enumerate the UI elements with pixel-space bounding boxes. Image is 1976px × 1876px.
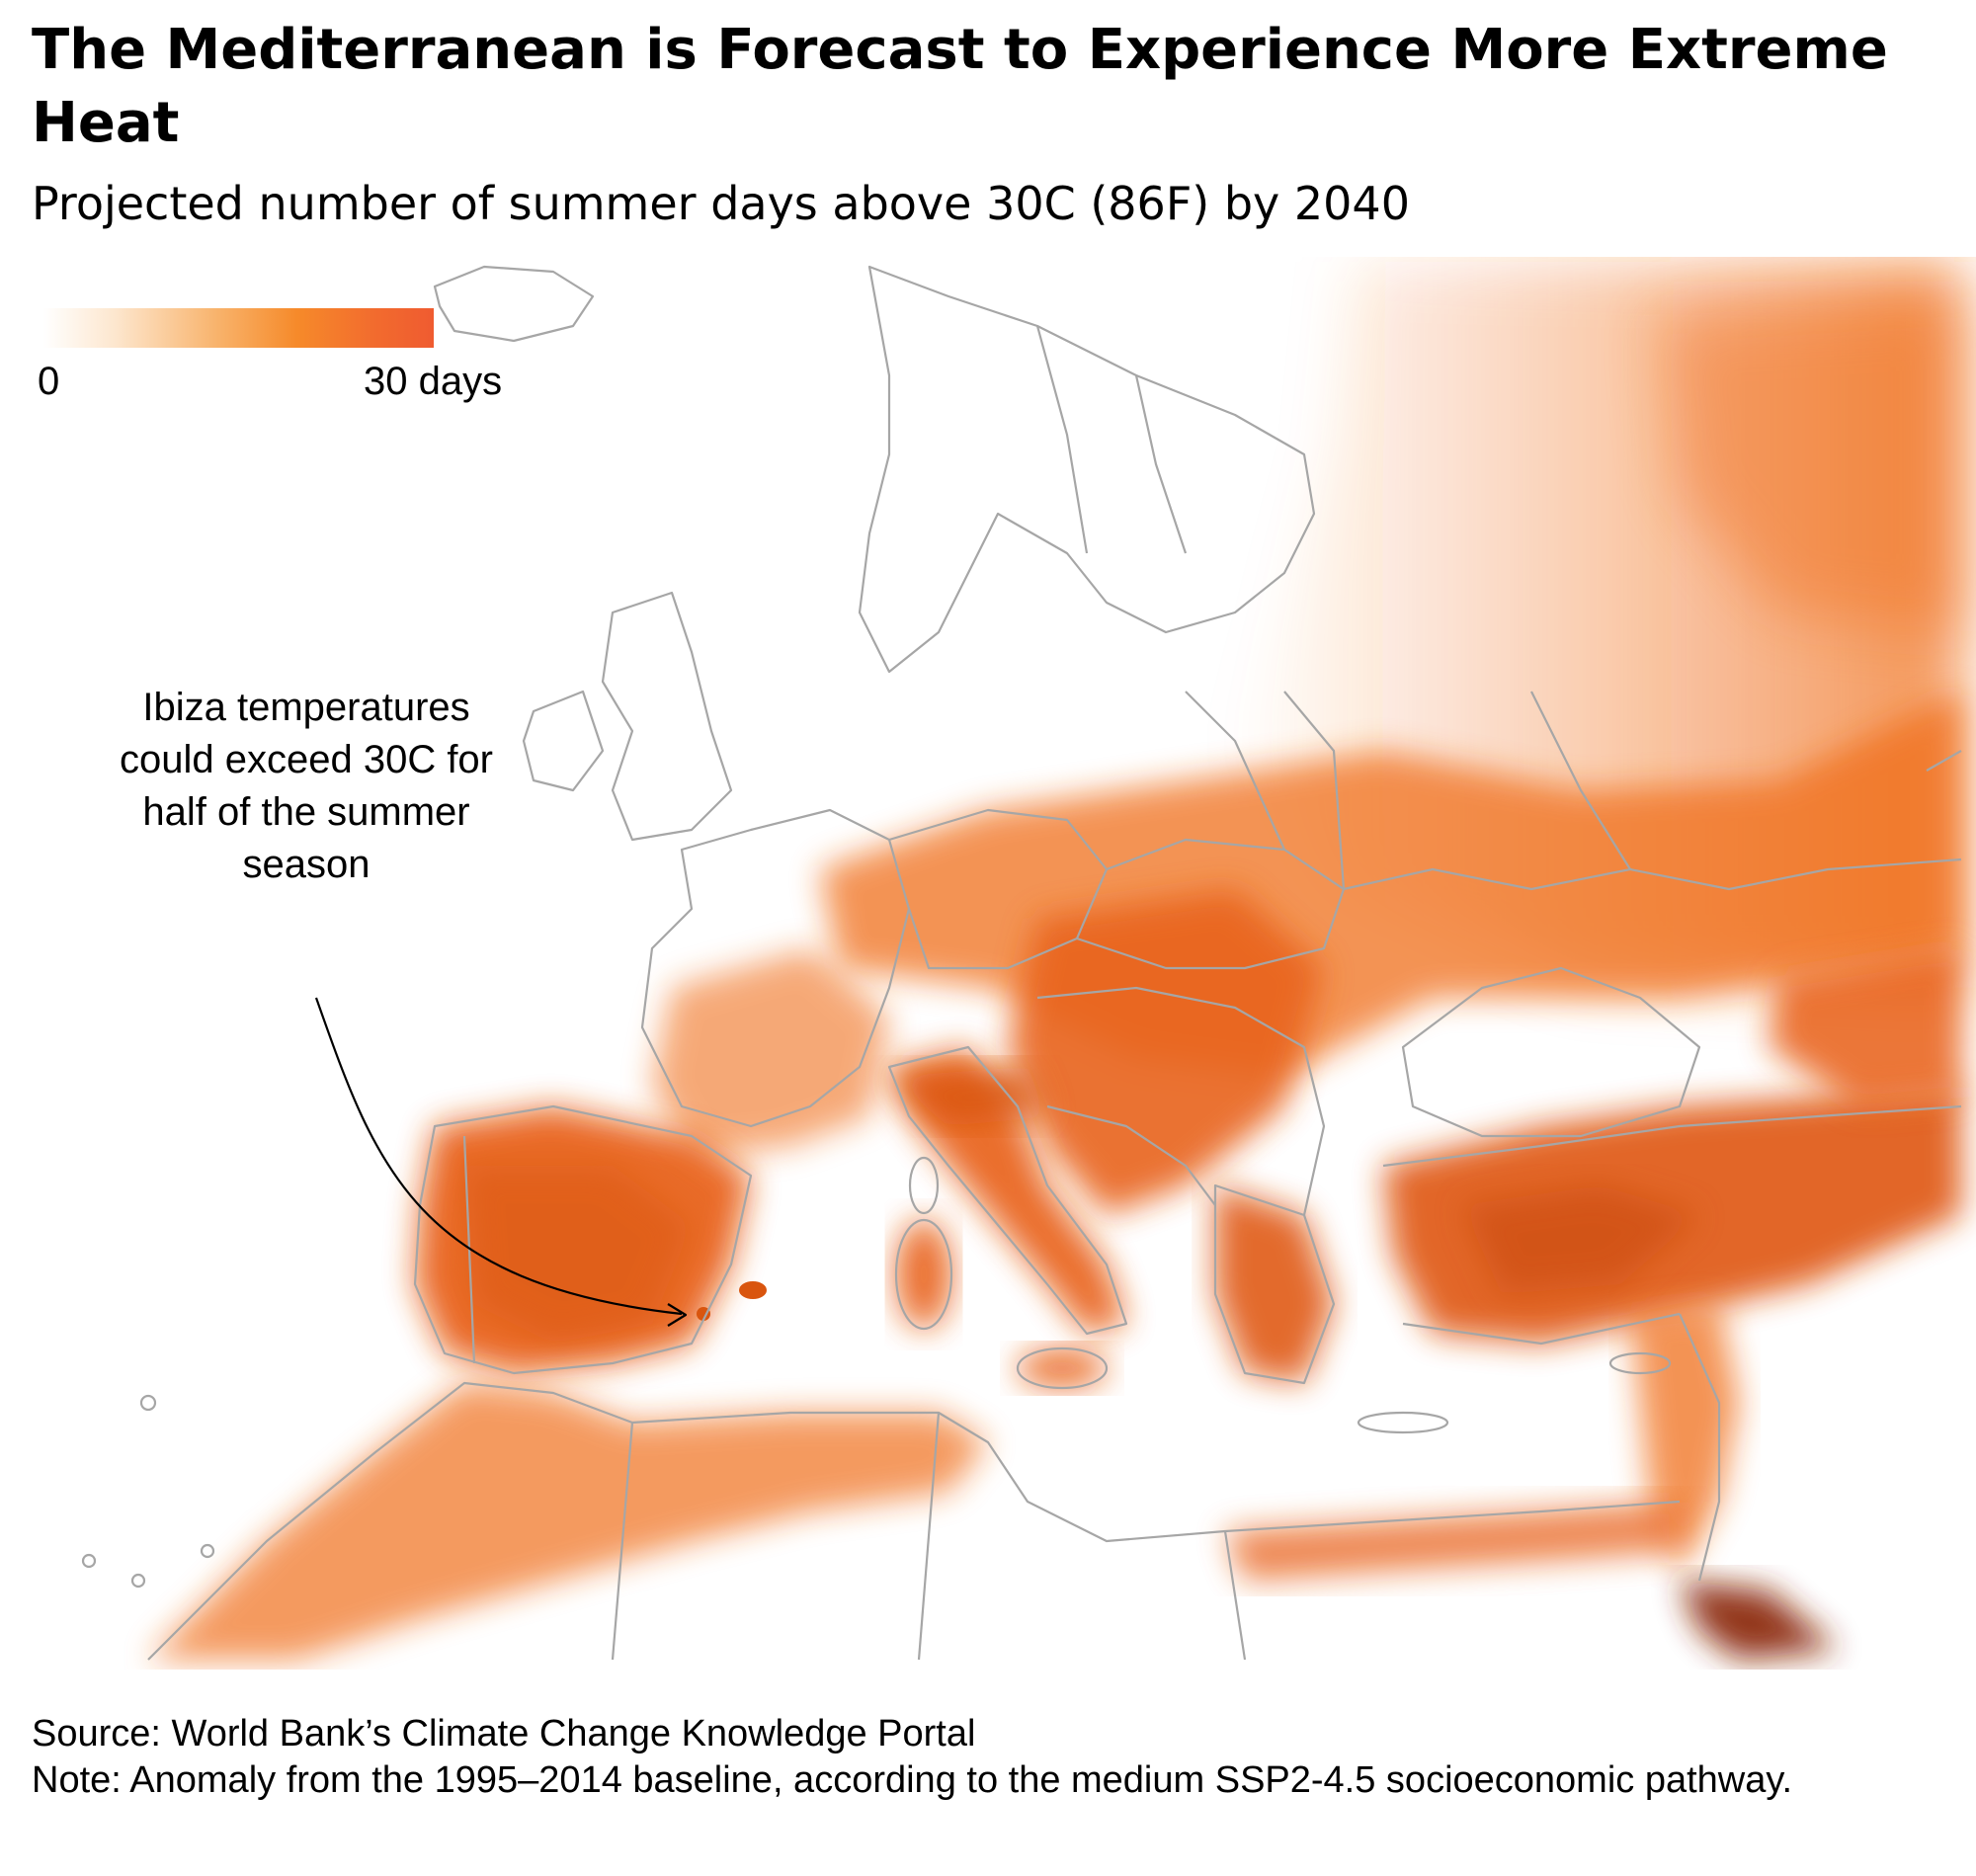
methodology-note: Note: Anomaly from the 1995–2014 baselin… — [32, 1759, 1793, 1801]
chart-subtitle: Projected number of summer days above 30… — [32, 177, 1410, 230]
ibiza-annotation: Ibiza temperatures could exceed 30C for … — [119, 686, 493, 886]
annotation-arrow — [314, 997, 688, 1327]
legend-min-label: 0 — [38, 360, 60, 403]
source-note: Source: World Bank’s Climate Change Know… — [32, 1713, 976, 1754]
footer: Source: World Bank’s Climate Change Know… — [32, 1711, 1948, 1804]
chart-title: The Mediterranean is Forecast to Experie… — [32, 18, 1888, 155]
legend-color-scale — [43, 308, 434, 348]
country-borders — [81, 265, 1962, 1661]
heat-field — [148, 262, 1961, 1660]
legend-max-label: 30 days — [364, 360, 503, 403]
heat-map — [81, 262, 1962, 1661]
